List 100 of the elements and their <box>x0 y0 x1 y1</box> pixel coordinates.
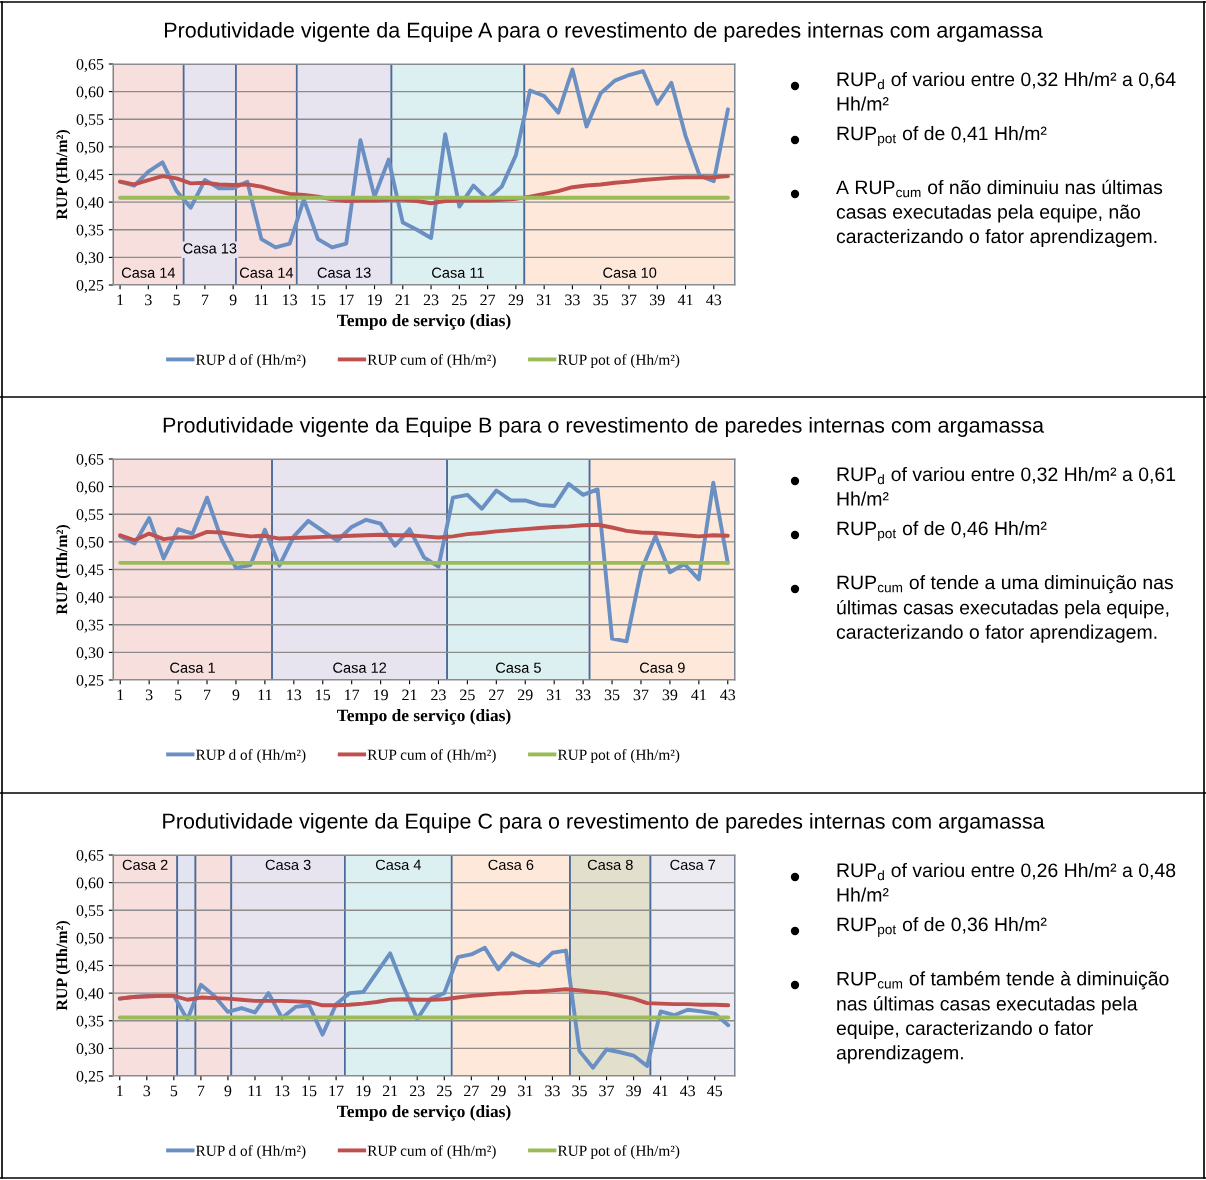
x-tick-label: 39 <box>662 689 678 701</box>
legend-label: RUP d of (Hh/m²) <box>196 1145 306 1160</box>
x-tick-label: 23 <box>409 1085 425 1097</box>
x-tick-label: 35 <box>604 689 620 701</box>
x-tick-label: 7 <box>204 689 211 701</box>
x-tick-label: 17 <box>339 294 354 306</box>
x-tick-label: 33 <box>575 689 591 701</box>
y-tick-label: 0,55 <box>76 114 104 128</box>
band-label: Casa 10 <box>603 267 657 278</box>
band-label: Casa 8 <box>587 859 633 870</box>
band-label: Casa 5 <box>496 662 541 673</box>
x-tick-label: 43 <box>720 689 736 701</box>
band-label: Casa 2 <box>122 859 168 870</box>
legend-label: RUP cum of (Hh/m²) <box>367 1145 496 1160</box>
chart-title: Produtividade vigente da Equipe B para o revestimento de paredes internas com argamassa <box>163 416 1045 438</box>
legend-label: RUP d of (Hh/m²) <box>196 749 306 764</box>
x-tick-label: 17 <box>329 1085 344 1097</box>
line-series <box>118 522 730 543</box>
chart-title: Produtividade vigente da Equipe A para o revestimento de paredes internas com argamassa <box>165 21 1043 43</box>
legend-label: RUP pot of (Hh/m²) <box>557 749 680 764</box>
x-tick-label: 3 <box>145 689 153 701</box>
x-tick-label: 29 <box>508 294 524 306</box>
x-tick-label: 35 <box>593 294 609 306</box>
x-axis-title: Tempo de serviço (dias) <box>337 709 511 725</box>
y-axis-title: RUP (Hh/m²) <box>55 920 71 1011</box>
legend-label: RUP d of (Hh/m²) <box>196 354 306 369</box>
x-tick-label: 25 <box>460 689 475 701</box>
y-tick-label: 0,45 <box>76 960 104 974</box>
y-tick-label: 0,65 <box>76 58 104 72</box>
x-tick-label: 1 <box>117 294 124 306</box>
x-tick-label: 1 <box>117 689 124 701</box>
y-tick-label: 0,60 <box>76 877 104 891</box>
y-tick-label: 0,35 <box>76 1015 104 1029</box>
x-tick-label: 19 <box>374 689 388 701</box>
y-tick-label: 0,35 <box>76 224 104 238</box>
x-tick-label: 5 <box>170 1085 178 1097</box>
y-tick-label: 0,40 <box>76 592 104 606</box>
y-tick-label: 0,35 <box>76 619 104 633</box>
chart-title: Produtividade vigente da Equipe C para o revestimento de paredes internas com argamassa <box>163 812 1045 834</box>
y-tick-label: 0,30 <box>76 1043 104 1057</box>
y-tick-label: 0,55 <box>76 509 104 523</box>
x-tick-label: 19 <box>356 1085 371 1097</box>
x-tick-label: 45 <box>707 1085 723 1097</box>
x-tick-label: 27 <box>464 1085 479 1097</box>
x-tick-label: 3 <box>143 1085 151 1097</box>
y-tick-label: 0,30 <box>76 252 104 266</box>
x-axis-title: Tempo de serviço (dias) <box>337 314 511 330</box>
x-tick-label: 15 <box>316 689 331 701</box>
band-label: Casa 12 <box>333 662 387 673</box>
x-tick-label: 21 <box>402 689 417 701</box>
x-tick-label: 9 <box>232 689 240 701</box>
x-tick-label: 7 <box>201 294 209 306</box>
y-tick-label: 0,45 <box>76 169 104 183</box>
y-tick-label: 0,45 <box>76 564 104 578</box>
band-label: Casa 1 <box>170 662 215 673</box>
x-tick-label: 23 <box>423 294 439 306</box>
x-tick-label: 19 <box>367 294 382 306</box>
legend-label: RUP pot of (Hh/m²) <box>557 354 680 369</box>
x-tick-label: 11 <box>248 1085 262 1097</box>
x-tick-label: 43 <box>680 1085 696 1097</box>
y-tick-label: 0,50 <box>76 536 104 550</box>
x-tick-label: 41 <box>677 294 693 306</box>
text: RUP$_{pot}$ of de 0,41 Hh/m² <box>837 126 1047 146</box>
y-tick-label: 0,40 <box>76 197 104 211</box>
y-tick-label: 0,60 <box>76 86 104 100</box>
x-tick-label: 27 <box>489 689 504 701</box>
y-tick-label: 0,25 <box>76 1070 104 1084</box>
line-series <box>117 987 731 1008</box>
text: RUP$_{pot}$ of de 0,46 Hh/m² <box>837 521 1047 541</box>
x-tick-label: 13 <box>283 294 298 306</box>
x-tick-label: 41 <box>652 1085 668 1097</box>
x-tick-label: 29 <box>517 689 533 701</box>
x-tick-label: 39 <box>626 1085 641 1097</box>
x-tick-label: 1 <box>117 1085 123 1097</box>
legend-label: RUP cum of (Hh/m²) <box>367 354 496 369</box>
y-tick-label: 0,65 <box>76 453 104 467</box>
x-tick-label: 11 <box>258 689 272 701</box>
y-tick-label: 0,25 <box>76 674 104 688</box>
band-label: Casa 13 <box>183 243 237 254</box>
x-tick-label: 15 <box>302 1085 317 1097</box>
x-tick-label: 21 <box>395 294 410 306</box>
x-tick-label: 17 <box>345 689 360 701</box>
band-label: Casa 14 <box>121 267 176 278</box>
y-tick-label: 0,40 <box>76 988 104 1002</box>
x-tick-label: 33 <box>565 294 580 306</box>
band-label: Casa 13 <box>317 267 371 278</box>
x-tick-label: 39 <box>650 294 665 306</box>
y-tick-label: 0,50 <box>76 932 104 946</box>
x-tick-label: 3 <box>145 294 152 306</box>
band-label: Casa 6 <box>488 859 534 870</box>
x-tick-label: 31 <box>536 294 552 306</box>
x-tick-label: 33 <box>545 1085 560 1097</box>
y-tick-label: 0,55 <box>76 905 104 919</box>
x-tick-label: 9 <box>229 294 237 306</box>
x-tick-label: 11 <box>255 294 269 306</box>
y-tick-label: 0,30 <box>76 647 104 661</box>
x-tick-label: 23 <box>431 689 446 701</box>
band-label: Casa 4 <box>375 859 421 870</box>
x-tick-label: 37 <box>633 689 649 701</box>
band-label: Casa 9 <box>639 662 685 673</box>
